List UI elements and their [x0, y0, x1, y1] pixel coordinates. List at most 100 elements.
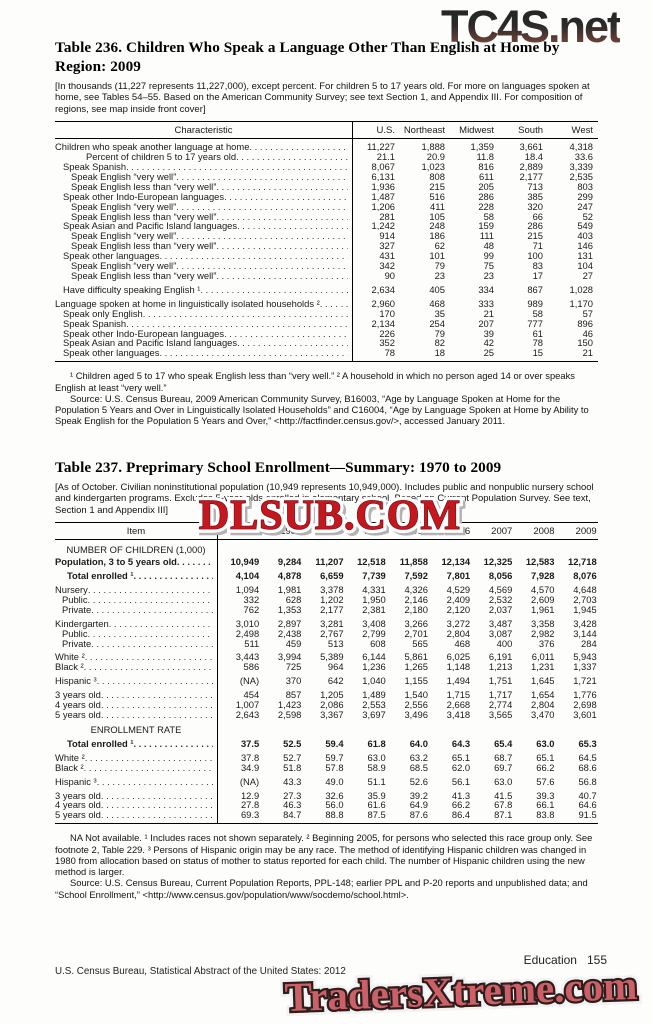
column-header: 1980	[280, 525, 302, 537]
value-cell: 17	[532, 270, 543, 281]
row-label: 5 years old	[55, 810, 217, 820]
dot-leader	[320, 299, 348, 309]
row-label: Total enrolled ¹	[55, 739, 217, 749]
value-cell: 39.2	[409, 789, 428, 801]
row-label-text: Speak English “very well”	[71, 200, 177, 212]
value-cell: 52.7	[283, 751, 302, 763]
row-label-text: White ²	[55, 651, 85, 663]
value-cell: 61	[532, 327, 543, 339]
value-cell: 170	[379, 307, 395, 319]
value-cell: 8,056	[488, 570, 513, 582]
value-cell: 3,418	[446, 709, 471, 720]
row-label-text: 5 years old	[55, 709, 101, 720]
row-label-text: Speak Asian and Pacific Island languages	[63, 220, 238, 232]
dot-leader	[159, 348, 348, 358]
value-cell: 1,155	[404, 675, 428, 687]
value-cell: 1,231	[531, 661, 555, 673]
column-header-label: Characteristic	[174, 124, 233, 136]
value-cell: 104	[577, 260, 593, 272]
column-header: 2005	[406, 525, 428, 537]
watermark-dlsub-text: DLSUB.COM	[199, 493, 461, 539]
value-cell: 2,553	[362, 699, 386, 711]
value-cell: 370	[285, 675, 302, 687]
column-header: Northeast	[403, 124, 445, 136]
value-cell: 2,701	[404, 627, 428, 639]
table-row: Total enrolled ¹ 4,104 4,878 6,659 7,739 7,59…	[55, 571, 598, 581]
table-row: Hispanic ³ (NA) 370 642 1,040 1,155 1,494 1,751…	[55, 676, 598, 686]
value-cell: 1,888	[421, 141, 445, 153]
value-cell: 68.7	[494, 751, 513, 763]
value-cell: 777	[527, 317, 543, 329]
value-cell: 21	[582, 347, 593, 359]
row-label: 3 years old	[55, 790, 217, 801]
dot-leader	[84, 662, 213, 672]
value-cell: 513	[327, 637, 344, 649]
value-cell: 12,325	[483, 556, 513, 568]
value-cell: 46	[582, 327, 593, 339]
row-label: 5 years old	[55, 710, 217, 720]
row-label-text: Speak other languages	[63, 250, 160, 262]
value-cell: 3,087	[488, 627, 513, 639]
value-cell: 857	[285, 689, 302, 701]
value-cell: 11,207	[315, 556, 344, 568]
dot-leader	[216, 241, 348, 251]
row-label-text: Hispanic ³	[55, 675, 97, 687]
value-cell: 2,804	[531, 699, 555, 711]
dot-leader	[159, 251, 348, 261]
value-cell: 69.7	[494, 761, 513, 773]
table-row: Black ² 34.9 51.8 57.8 58.9 68.5 62.0 69.7 66.2 6…	[55, 761, 598, 773]
value-cell: 642	[327, 675, 344, 687]
value-cell: 1,213	[488, 661, 513, 673]
value-cell: 332	[243, 593, 260, 605]
value-cell: 1,489	[362, 689, 386, 701]
table-237-source: Source: U.S. Census Bureau, Current Popu…	[55, 877, 588, 900]
value-cell: 3,428	[573, 617, 597, 629]
table-237-footnotes: NA Not available. ¹ Includes races not s…	[55, 832, 598, 900]
value-cell: 3,470	[531, 709, 555, 720]
row-label-text: Percent of children 5 to 17 years old	[86, 151, 237, 163]
row-label-text: Population, 3 to 5 years old	[55, 556, 177, 568]
value-cell: 299	[577, 190, 593, 202]
watermark-dlsub-svg: DLSUB.COM DLSUB.COM DLSUB.COM	[195, 489, 467, 546]
value-cell: 78	[384, 347, 395, 359]
value-cell: 87.1	[494, 809, 513, 821]
value-cell: 5,861	[404, 651, 428, 663]
value-cell: 1,205	[320, 689, 344, 701]
value-cell: 4,570	[531, 584, 555, 596]
value-cell: 2,889	[519, 161, 543, 173]
table-row: 3 years old 12.9 27.3 32.6 35.9 39.2 41.3 41.5 3…	[55, 789, 598, 801]
value-cell: 12,518	[357, 556, 386, 568]
value-cell: 1,206	[371, 200, 395, 212]
value-cell: 63.0	[494, 775, 513, 787]
value-cell: 1,337	[573, 661, 597, 673]
value-cell: 111	[479, 230, 494, 242]
table-row: 4 years old 27.8 46.3 56.0 61.6 64.9 66.2 67.8 6…	[55, 800, 598, 810]
table-row: Speak other Indo-European languages 226 79…	[55, 327, 598, 339]
value-cell: 32.6	[325, 789, 344, 801]
value-cell: 1,494	[446, 675, 471, 687]
value-cell: 23	[434, 270, 445, 281]
value-cell: 468	[429, 297, 445, 309]
row-label: Speak Asian and Pacific Island languages	[55, 338, 352, 348]
value-cell: 83	[532, 260, 543, 272]
value-cell: 989	[527, 297, 543, 309]
value-cell: 1,242	[371, 220, 395, 232]
value-cell: 2,767	[320, 627, 344, 639]
value-cell: 27.3	[283, 789, 302, 801]
value-cell: 2,556	[404, 699, 428, 711]
value-cell: 87.6	[409, 809, 428, 821]
row-label: Hispanic ³	[55, 676, 217, 686]
value-cell: 63.0	[367, 751, 386, 763]
value-cell: 3,565	[488, 709, 513, 720]
value-cell: 59.7	[325, 751, 344, 763]
value-cell: 25	[483, 347, 494, 359]
value-cell: 42	[483, 337, 494, 349]
value-cell: 3,272	[446, 617, 471, 629]
value-cell: 51.8	[283, 761, 302, 773]
value-cell: (NA)	[239, 675, 260, 687]
row-label-text: Nursery	[55, 584, 88, 596]
value-cell: 11,227	[367, 141, 395, 153]
row-label: Have difficulty speaking English ¹	[55, 285, 352, 295]
value-cell: 66	[532, 210, 543, 222]
table-row: Speak other Indo-European languages 1,487…	[55, 190, 598, 202]
